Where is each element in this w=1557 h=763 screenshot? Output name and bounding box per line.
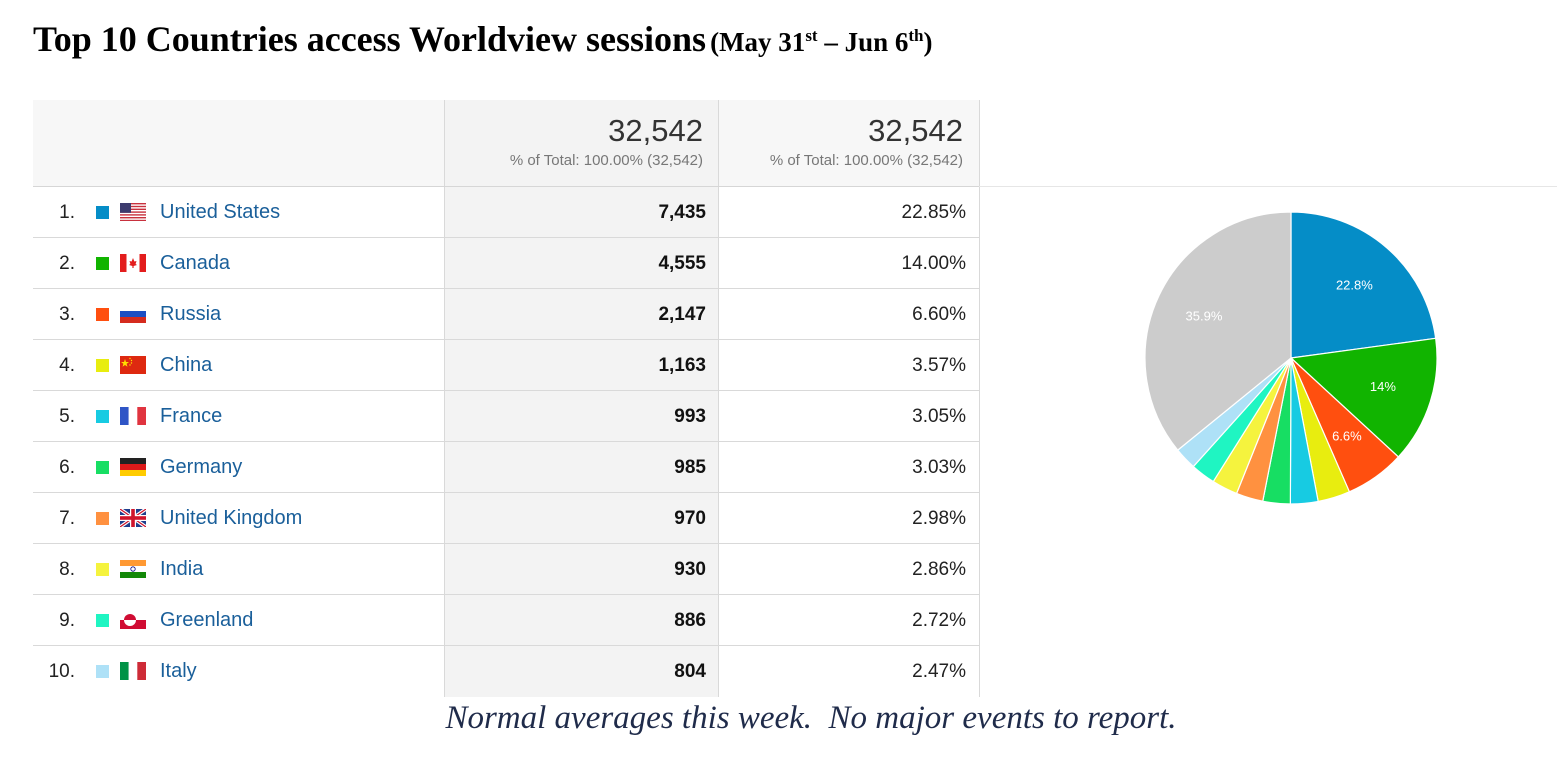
sessions-value: 985: [674, 457, 706, 478]
legend-swatch: [96, 665, 109, 678]
sessions-value: 970: [674, 508, 706, 529]
sessions-value: 804: [674, 661, 706, 682]
sessions-total-sub: % of Total: 100.00% (32,542): [509, 152, 703, 169]
row-rank: 1.: [59, 202, 75, 223]
table-body: 1. United States 7,435 22.85% 2. Canada 4,555 1…: [33, 187, 980, 697]
pie-slice: [1144, 211, 1292, 451]
legend-swatch: [96, 410, 109, 423]
country-link[interactable]: Greenland: [160, 609, 254, 631]
legend-swatch: [96, 512, 109, 525]
in-flag-icon: [120, 560, 146, 578]
pie-chart: 22.8% 14% 6.6% 35.9%: [1144, 211, 1438, 505]
country-link[interactable]: China: [160, 354, 213, 376]
share-total-cell: 32,542 % of Total: 100.00% (32,542): [718, 100, 980, 186]
percent-value: 2.98%: [912, 508, 966, 529]
table-row: 3. Russia 2,147 6.60%: [33, 289, 980, 340]
percent-value: 3.57%: [912, 355, 966, 376]
fr-flag-icon: [120, 407, 146, 425]
percent-value: 2.72%: [912, 610, 966, 631]
divider: [979, 186, 1557, 187]
pie-slice-label: 35.9%: [1186, 309, 1223, 324]
country-link[interactable]: Italy: [160, 660, 197, 682]
row-rank: 7.: [59, 508, 75, 529]
table-row: 8. India 930 2.86%: [33, 544, 980, 595]
gb-flag-icon: [120, 509, 146, 527]
title-main: Top 10 Countries access Worldview sessio…: [33, 19, 707, 59]
pie-slice-label: 22.8%: [1336, 277, 1373, 292]
row-rank: 9.: [59, 610, 75, 631]
pie-slice: [1290, 211, 1437, 359]
ru-flag-icon: [120, 305, 146, 323]
sessions-value: 4,555: [658, 253, 706, 274]
row-rank: 5.: [59, 406, 75, 427]
sessions-value: 930: [674, 559, 706, 580]
legend-swatch: [96, 308, 109, 321]
footer-note: Normal averages this week. No major even…: [445, 700, 1177, 736]
percent-value: 22.85%: [901, 202, 966, 223]
sessions-value: 2,147: [658, 304, 706, 325]
row-rank: 8.: [59, 559, 75, 580]
pie-slice-label: 14%: [1370, 379, 1396, 394]
sessions-value: 1,163: [658, 355, 706, 376]
country-link[interactable]: United States: [160, 201, 281, 223]
percent-value: 14.00%: [901, 253, 966, 274]
sessions-value: 993: [674, 406, 706, 427]
table-row: 2. Canada 4,555 14.00%: [33, 238, 980, 289]
table-row: 10. Italy 804 2.47%: [33, 646, 980, 697]
percent-value: 3.03%: [912, 457, 966, 478]
country-link[interactable]: Canada: [160, 252, 231, 274]
legend-swatch: [96, 359, 109, 372]
sessions-value: 7,435: [658, 202, 706, 223]
table-row: 5. France 993 3.05%: [33, 391, 980, 442]
ca-flag-icon: [120, 254, 146, 272]
country-link[interactable]: India: [160, 558, 204, 580]
row-rank: 10.: [48, 661, 75, 682]
percent-value: 6.60%: [912, 304, 966, 325]
legend-swatch: [96, 461, 109, 474]
table-row: 4. China 1,163 3.57%: [33, 340, 980, 391]
percent-value: 3.05%: [912, 406, 966, 427]
us-flag-icon: [120, 203, 146, 221]
row-rank: 6.: [59, 457, 75, 478]
country-link[interactable]: United Kingdom: [160, 507, 303, 529]
legend-swatch: [96, 206, 109, 219]
legend-swatch: [96, 257, 109, 270]
percent-value: 2.47%: [912, 661, 966, 682]
percent-value: 2.86%: [912, 559, 966, 580]
legend-swatch: [96, 563, 109, 576]
share-total: 32,542: [868, 113, 963, 148]
table-row: 6. Germany 985 3.03%: [33, 442, 980, 493]
legend-swatch: [96, 614, 109, 627]
title-date-range: (May 31st – Jun 6th): [710, 26, 933, 57]
country-table: 32,542 % of Total: 100.00% (32,542) 32,5…: [33, 100, 980, 697]
pie-slice-label: 6.6%: [1332, 428, 1362, 443]
row-rank: 4.: [59, 355, 75, 376]
country-link[interactable]: Germany: [160, 456, 243, 478]
row-rank: 3.: [59, 304, 75, 325]
cn-flag-icon: [120, 356, 146, 374]
sessions-total-cell: 32,542 % of Total: 100.00% (32,542): [444, 100, 719, 186]
pie-slice: [1289, 337, 1438, 458]
table-row: 9. Greenland 886 2.72%: [33, 595, 980, 646]
table-row: 7. United Kingdom 970 2.98%: [33, 493, 980, 544]
de-flag-icon: [120, 458, 146, 476]
country-link[interactable]: France: [160, 405, 223, 427]
page-title: Top 10 Countries access Worldview sessio…: [33, 18, 933, 60]
country-link[interactable]: Russia: [160, 303, 222, 325]
sessions-total: 32,542: [608, 113, 703, 148]
share-total-sub: % of Total: 100.00% (32,542): [769, 152, 963, 169]
sessions-value: 886: [674, 610, 706, 631]
table-row: 1. United States 7,435 22.85%: [33, 187, 980, 238]
row-rank: 2.: [59, 253, 75, 274]
table-header: 32,542 % of Total: 100.00% (32,542) 32,5…: [33, 100, 980, 187]
it-flag-icon: [120, 662, 146, 680]
gl-flag-icon: [120, 611, 146, 629]
